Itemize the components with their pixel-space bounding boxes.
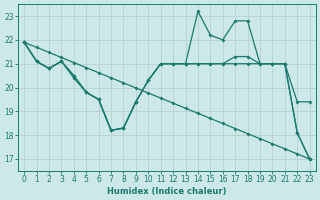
X-axis label: Humidex (Indice chaleur): Humidex (Indice chaleur) [107,187,227,196]
